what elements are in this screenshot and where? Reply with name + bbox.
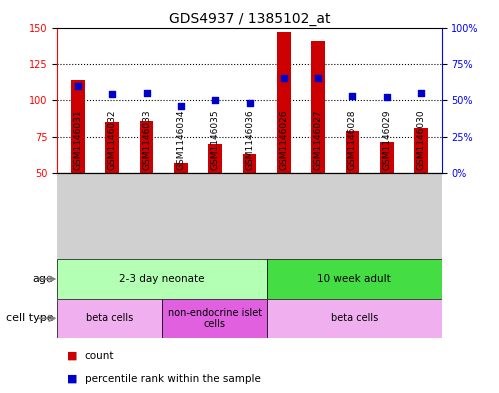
Title: GDS4937 / 1385102_at: GDS4937 / 1385102_at	[169, 13, 330, 26]
Bar	[174, 163, 188, 173]
Bar	[414, 128, 428, 173]
Bar	[267, 259, 442, 299]
Point	[74, 83, 82, 89]
Point	[348, 93, 356, 99]
Point	[143, 90, 151, 96]
Text: 2-3 day neonate: 2-3 day neonate	[119, 274, 205, 284]
Point	[211, 97, 219, 103]
Text: percentile rank within the sample: percentile rank within the sample	[85, 374, 260, 384]
Text: ■: ■	[67, 374, 78, 384]
Point	[280, 75, 288, 82]
Bar	[267, 299, 442, 338]
Text: ■: ■	[67, 351, 78, 361]
Bar	[243, 154, 256, 173]
Point	[417, 90, 425, 96]
Bar	[71, 80, 85, 173]
Text: beta cells: beta cells	[86, 313, 133, 323]
Bar	[311, 40, 325, 173]
Bar	[277, 32, 291, 173]
Bar	[105, 122, 119, 173]
Bar	[57, 299, 162, 338]
Bar	[346, 131, 359, 173]
Point	[177, 103, 185, 109]
Text: age: age	[32, 274, 53, 284]
Point	[246, 100, 253, 106]
Bar	[380, 142, 394, 173]
Text: cell type: cell type	[6, 313, 53, 323]
Text: count: count	[85, 351, 114, 361]
Bar	[209, 144, 222, 173]
Text: 10 week adult: 10 week adult	[317, 274, 391, 284]
Bar	[140, 121, 154, 173]
Bar	[162, 299, 267, 338]
Bar	[57, 259, 267, 299]
Point	[383, 94, 391, 101]
Point	[108, 91, 116, 97]
Text: non-endocrine islet
cells: non-endocrine islet cells	[168, 308, 261, 329]
Text: beta cells: beta cells	[331, 313, 378, 323]
Point	[314, 75, 322, 82]
